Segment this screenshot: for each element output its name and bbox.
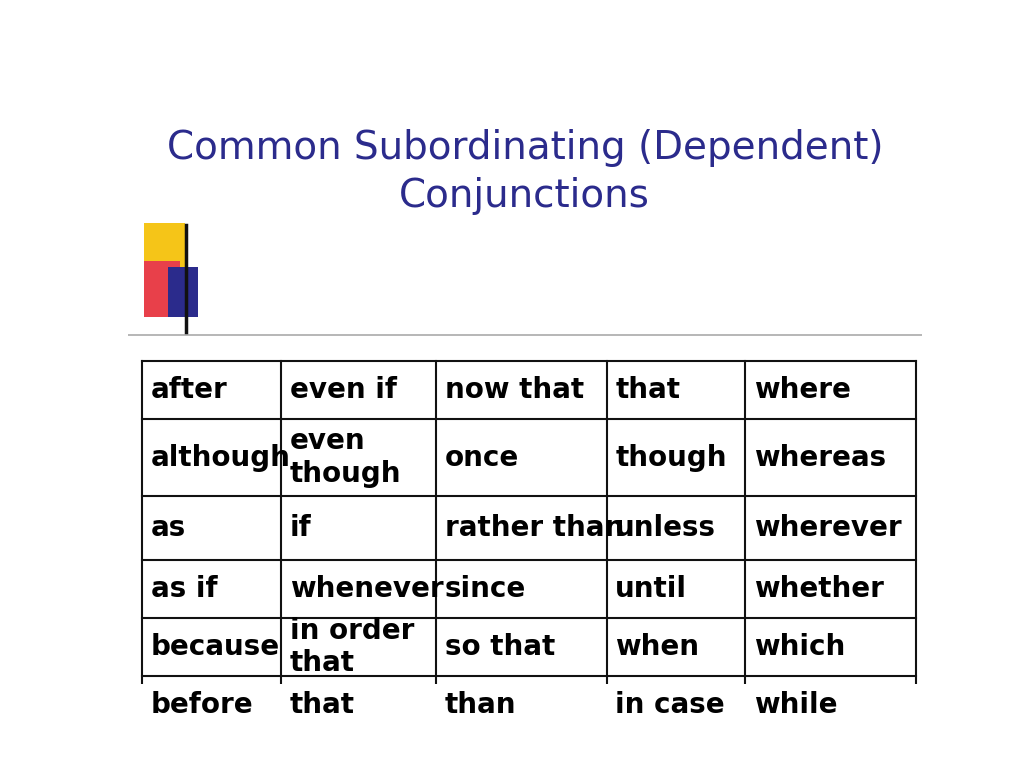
FancyBboxPatch shape (143, 223, 185, 293)
Text: which: which (754, 633, 846, 660)
Text: since: since (444, 575, 526, 603)
Text: so that: so that (444, 633, 555, 660)
Text: in order
that: in order that (290, 617, 415, 677)
Text: when: when (615, 633, 699, 660)
Text: that: that (615, 376, 680, 404)
Text: unless: unless (615, 514, 716, 542)
Text: whereas: whereas (754, 444, 887, 472)
Text: though: though (615, 444, 727, 472)
Text: while: while (754, 690, 838, 719)
Text: now that: now that (444, 376, 584, 404)
Text: as: as (151, 514, 186, 542)
Text: even
though: even though (290, 428, 401, 488)
Text: after: after (151, 376, 227, 404)
Text: Common Subordinating (Dependent)
Conjunctions: Common Subordinating (Dependent) Conjunc… (167, 129, 883, 215)
Text: wherever: wherever (754, 514, 902, 542)
Text: before: before (151, 690, 254, 719)
Text: whether: whether (754, 575, 884, 603)
Text: until: until (615, 575, 687, 603)
Text: because: because (151, 633, 281, 660)
FancyBboxPatch shape (143, 260, 180, 317)
Text: rather than: rather than (444, 514, 624, 542)
Text: if: if (290, 514, 311, 542)
FancyBboxPatch shape (168, 266, 198, 317)
Text: than: than (444, 690, 516, 719)
Text: once: once (444, 444, 519, 472)
Text: in case: in case (615, 690, 725, 719)
Text: whenever: whenever (290, 575, 443, 603)
Text: where: where (754, 376, 851, 404)
Text: that: that (290, 690, 355, 719)
Text: although: although (151, 444, 291, 472)
Text: as if: as if (151, 575, 218, 603)
Text: even if: even if (290, 376, 397, 404)
